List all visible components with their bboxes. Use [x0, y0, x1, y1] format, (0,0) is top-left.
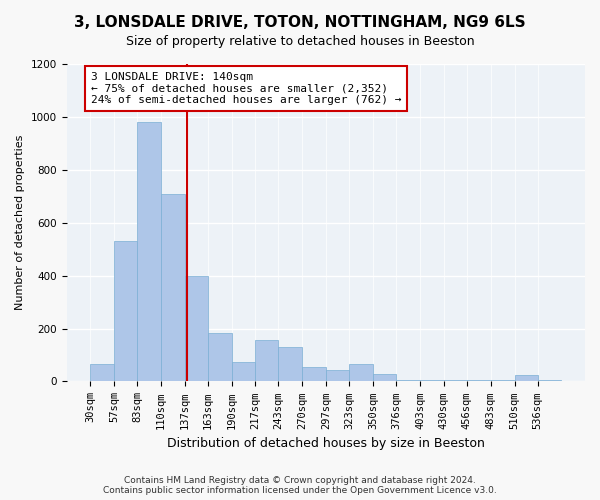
Text: 3 LONSDALE DRIVE: 140sqm
← 75% of detached houses are smaller (2,352)
24% of sem: 3 LONSDALE DRIVE: 140sqm ← 75% of detach…: [91, 72, 401, 105]
Bar: [467, 380, 491, 382]
Bar: [256, 340, 278, 382]
Bar: [90, 364, 114, 382]
Bar: [420, 380, 444, 382]
Bar: [137, 122, 161, 382]
Bar: [491, 380, 515, 382]
Bar: [232, 362, 256, 382]
Bar: [515, 375, 538, 382]
Bar: [114, 241, 137, 382]
Bar: [373, 374, 396, 382]
Bar: [161, 194, 185, 382]
Bar: [185, 276, 208, 382]
X-axis label: Distribution of detached houses by size in Beeston: Distribution of detached houses by size …: [167, 437, 485, 450]
Y-axis label: Number of detached properties: Number of detached properties: [15, 135, 25, 310]
Bar: [349, 364, 373, 382]
Text: Contains HM Land Registry data © Crown copyright and database right 2024.
Contai: Contains HM Land Registry data © Crown c…: [103, 476, 497, 495]
Text: Size of property relative to detached houses in Beeston: Size of property relative to detached ho…: [125, 35, 475, 48]
Bar: [278, 347, 302, 382]
Bar: [396, 380, 420, 382]
Bar: [302, 367, 326, 382]
Text: 3, LONSDALE DRIVE, TOTON, NOTTINGHAM, NG9 6LS: 3, LONSDALE DRIVE, TOTON, NOTTINGHAM, NG…: [74, 15, 526, 30]
Bar: [208, 332, 232, 382]
Bar: [444, 380, 467, 382]
Bar: [538, 380, 562, 382]
Bar: [326, 370, 349, 382]
